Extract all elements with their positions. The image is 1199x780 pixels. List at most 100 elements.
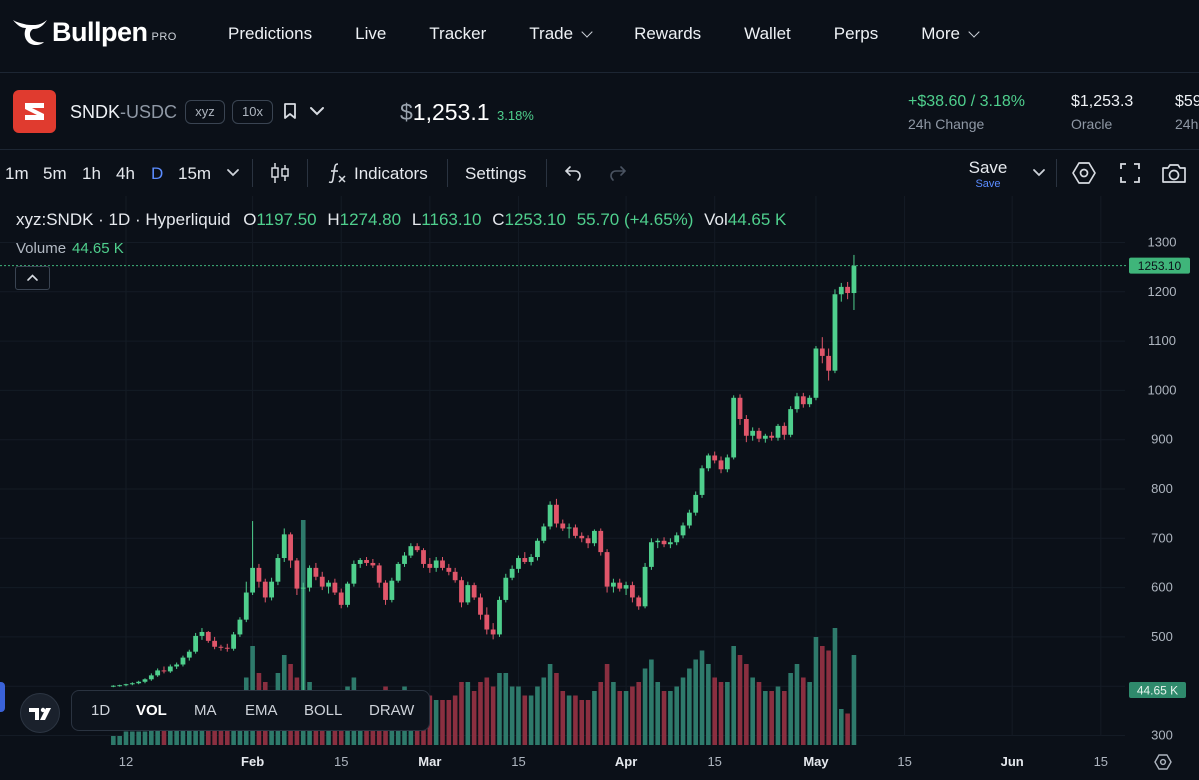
volume-bar [712, 677, 717, 745]
legend-high: 1274.80 [339, 210, 402, 229]
volume-bar [187, 718, 192, 745]
candle-body [547, 504, 553, 527]
candle-body [471, 585, 477, 598]
candles-icon[interactable] [269, 161, 291, 185]
nav-rewards[interactable]: Rewards [634, 24, 701, 44]
volume-bar [775, 686, 781, 745]
nav-predictions[interactable]: Predictions [228, 24, 312, 44]
nav-wallet[interactable]: Wallet [744, 24, 791, 44]
candle-body [332, 582, 338, 593]
nav-live[interactable]: Live [355, 24, 386, 44]
bullpen-logo[interactable]: Bullpen PRO [12, 16, 177, 48]
volume-bar [668, 691, 673, 745]
volume-bar [459, 682, 464, 745]
candle-body [319, 576, 325, 587]
candle-body [313, 567, 319, 577]
stat-24h-volume: $59 24h [1175, 93, 1199, 132]
camera-icon[interactable] [1160, 161, 1188, 185]
legend-vol: 44.65 K [727, 210, 787, 229]
quick-boll[interactable]: BOLL [304, 702, 343, 719]
candle-body [674, 535, 680, 543]
legend-symbol: xyz:SNDK · 1D · Hyperliquid [16, 210, 231, 229]
toolbar-divider [546, 159, 547, 187]
axis-settings-gear-icon[interactable] [1154, 754, 1172, 770]
logo-pro-label: PRO [151, 31, 177, 43]
volume-bar [478, 682, 483, 745]
tradingview-logo[interactable] [20, 693, 60, 733]
volume-bar [573, 695, 578, 745]
volume-bar [617, 691, 623, 745]
candle-body [161, 670, 167, 672]
volume-bar [136, 731, 141, 745]
x-axis-tick-label: 15 [334, 754, 348, 769]
nav-perps[interactable]: Perps [834, 24, 878, 44]
timeframe-d[interactable]: D [151, 164, 164, 183]
volume-bar [111, 736, 116, 745]
candle-body [338, 592, 344, 605]
chevron-down-icon[interactable] [1032, 167, 1046, 179]
undo-icon[interactable] [563, 164, 583, 182]
timeframe-1m[interactable]: 1m [5, 164, 29, 183]
market-symbol[interactable]: SNDK-USDC [70, 102, 177, 123]
candle-body [693, 494, 699, 513]
stat-label: 24h [1175, 116, 1199, 132]
nav-tracker-label: Tracker [429, 24, 487, 43]
legend-close: 1253.10 [504, 210, 566, 229]
candle-body [573, 527, 578, 536]
candle-body [357, 559, 363, 564]
candle-body [832, 294, 838, 371]
volume-bar [452, 695, 458, 745]
fullscreen-icon[interactable] [1119, 162, 1141, 184]
candle-body [775, 425, 781, 438]
candle-body [281, 534, 287, 559]
candle-body [250, 567, 255, 593]
collapse-legend-button[interactable] [15, 266, 50, 290]
function-fx-icon[interactable] [326, 161, 348, 185]
leverage-badge[interactable]: 10x [232, 100, 273, 124]
chevron-down-icon[interactable] [308, 103, 326, 119]
volume-bar [566, 695, 572, 745]
save-button[interactable]: Save Save [962, 158, 1014, 190]
candle-body [661, 540, 667, 545]
candle-body [497, 599, 502, 635]
volume-bar [155, 722, 160, 745]
candle-body [598, 530, 604, 553]
volume-bar [535, 686, 540, 745]
candle-body [231, 634, 237, 649]
nav-trade[interactable]: Trade [529, 24, 593, 44]
quick-draw[interactable]: DRAW [369, 702, 415, 719]
redo-icon[interactable] [608, 164, 628, 182]
candle-body [408, 546, 414, 556]
candle-body [269, 581, 274, 598]
candle-body [560, 523, 566, 529]
quick-ma[interactable]: MA [194, 702, 217, 719]
timeframe-5m[interactable]: 5m [43, 164, 67, 183]
nav-tracker[interactable]: Tracker [429, 24, 486, 44]
toolbar-divider [307, 159, 308, 187]
timeframe-15m[interactable]: 15m [178, 164, 212, 183]
quick-1d[interactable]: 1D [91, 702, 111, 719]
side-panel-tab[interactable] [0, 682, 5, 712]
candle-body [205, 631, 211, 641]
gear-icon[interactable] [1071, 160, 1097, 186]
volume-bar [769, 691, 774, 745]
settings-button[interactable]: Settings [465, 164, 527, 183]
bookmark-icon[interactable] [282, 102, 298, 120]
volume-bar [440, 700, 445, 745]
timeframe-1h[interactable]: 1h [82, 164, 101, 183]
volume-bar [117, 736, 122, 745]
stat-value: +$38.60 / 3.18% [908, 93, 1025, 110]
indicators-button[interactable]: Indicators [354, 164, 428, 183]
candle-body [642, 566, 648, 607]
volume-bar [528, 695, 534, 745]
candle-body [402, 555, 407, 564]
timeframe-4h[interactable]: 4h [116, 164, 135, 183]
chevron-down-icon[interactable] [226, 167, 240, 179]
legend-low: 1163.10 [421, 210, 482, 229]
x-axis-tick-label: 12 [119, 754, 133, 769]
quick-vol[interactable]: VOL [136, 702, 167, 719]
nav-more[interactable]: More [921, 24, 980, 44]
legend-open: 1197.50 [256, 210, 317, 229]
stat-oracle: $1,253.3 Oracle [1071, 93, 1133, 132]
quick-ema[interactable]: EMA [245, 702, 278, 719]
